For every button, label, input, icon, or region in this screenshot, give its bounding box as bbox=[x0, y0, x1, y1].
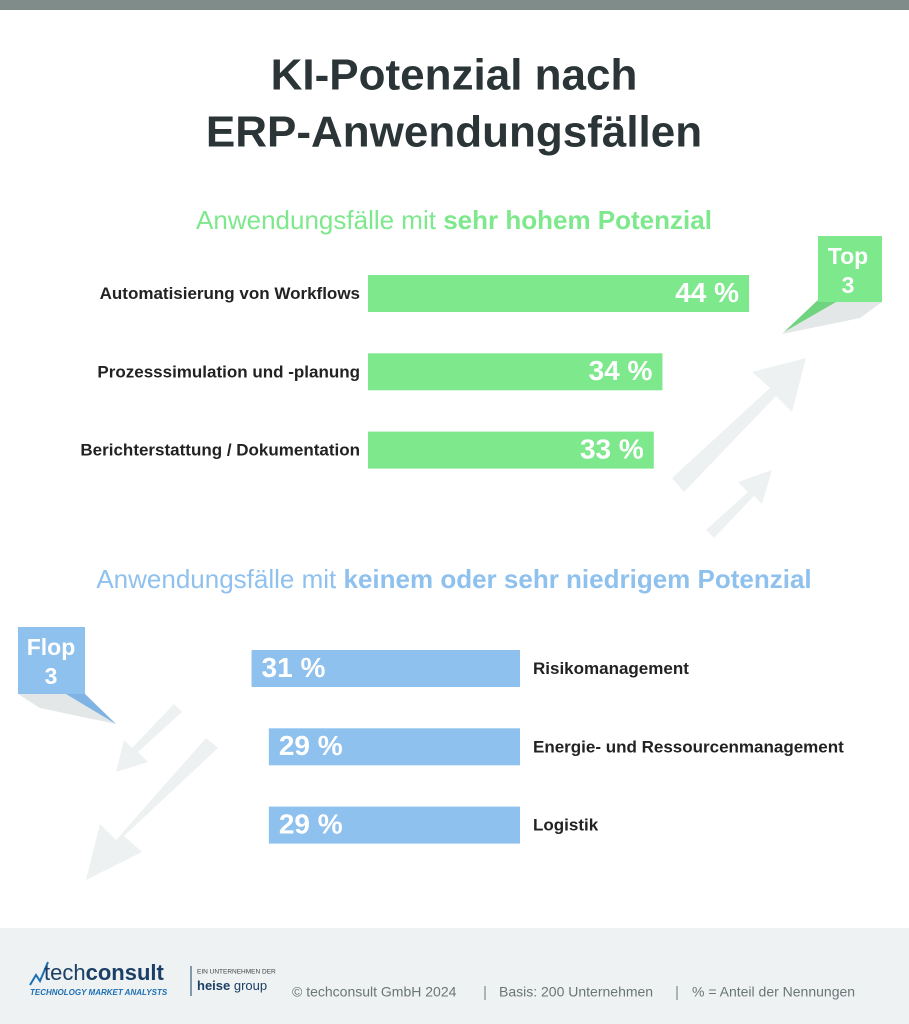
section-title: Anwendungsfälle mit sehr hohem Potenzial bbox=[196, 205, 712, 235]
value-label: 44 % bbox=[675, 277, 739, 308]
logo-part: tech bbox=[44, 960, 86, 985]
section-title-plain: Anwendungsfälle mit bbox=[196, 205, 437, 235]
flop-badge: Flop 3 bbox=[18, 627, 116, 724]
arrow-down-large bbox=[86, 738, 218, 880]
footer bbox=[0, 928, 909, 1024]
copyright: © techconsult GmbH 2024 bbox=[292, 984, 457, 1000]
partner: heise group bbox=[197, 978, 267, 993]
category-label: Automatisierung von Workflows bbox=[100, 284, 360, 303]
bar bbox=[268, 806, 520, 844]
logo-tagline: TECHNOLOGY MARKET ANALYSTS bbox=[30, 988, 168, 997]
section-title-plain: Anwendungsfälle mit bbox=[96, 564, 337, 594]
category-label: Berichterstattung / Dokumentation bbox=[80, 441, 360, 460]
partner-part: group bbox=[234, 978, 267, 993]
badge-text: 3 bbox=[842, 272, 855, 298]
value-label: 34 % bbox=[589, 355, 653, 386]
logo-mark bbox=[29, 961, 49, 986]
logo: techconsult bbox=[44, 960, 164, 985]
legend-note: % = Anteil der Nennungen bbox=[692, 984, 855, 1000]
category-label: Energie- und Ressourcenmanagement bbox=[533, 737, 844, 756]
badge-fold bbox=[784, 300, 836, 332]
bar bbox=[268, 728, 520, 766]
basis: Basis: 200 Unternehmen bbox=[499, 984, 653, 1000]
badge-text: Flop bbox=[27, 634, 76, 660]
category-label: Risikomanagement bbox=[533, 659, 689, 678]
category-label: Prozesssimulation und -planung bbox=[97, 362, 360, 381]
logo-part: consult bbox=[86, 960, 165, 985]
title-line: KI-Potenzial nach bbox=[271, 51, 638, 100]
badge-fold bbox=[66, 694, 116, 724]
arrow-down-small bbox=[116, 704, 182, 772]
bar bbox=[251, 650, 521, 687]
bar bbox=[368, 431, 654, 469]
badge-text: 3 bbox=[45, 663, 58, 689]
bar bbox=[368, 275, 750, 312]
badge-shadow bbox=[782, 300, 882, 334]
arrow-up-large bbox=[672, 358, 806, 492]
badge-box bbox=[818, 236, 882, 302]
value-label: 29 % bbox=[279, 730, 343, 761]
category-label: Logistik bbox=[533, 816, 599, 835]
badge-box bbox=[18, 627, 85, 694]
partner-part: heise bbox=[197, 978, 230, 993]
partner-note: EIN UNTERNEHMEN DER bbox=[197, 969, 276, 976]
decor-arrows bbox=[86, 358, 806, 880]
badge-text: Top bbox=[828, 243, 868, 269]
value-label: 31 % bbox=[262, 652, 326, 683]
title-line: ERP-Anwendungsfällen bbox=[206, 108, 702, 157]
arrow-up-small bbox=[706, 470, 772, 538]
bar bbox=[368, 353, 663, 391]
value-label: 33 % bbox=[580, 433, 644, 464]
top-band bbox=[0, 0, 909, 10]
value-label: 29 % bbox=[279, 808, 343, 839]
section-title-bold: keinem oder sehr niedrigem Potenzial bbox=[344, 564, 812, 594]
section-title-bold: sehr hohem Potenzial bbox=[443, 205, 712, 235]
section-title: Anwendungsfälle mit keinem oder sehr nie… bbox=[96, 564, 811, 594]
top-badge: Top 3 bbox=[782, 236, 882, 334]
